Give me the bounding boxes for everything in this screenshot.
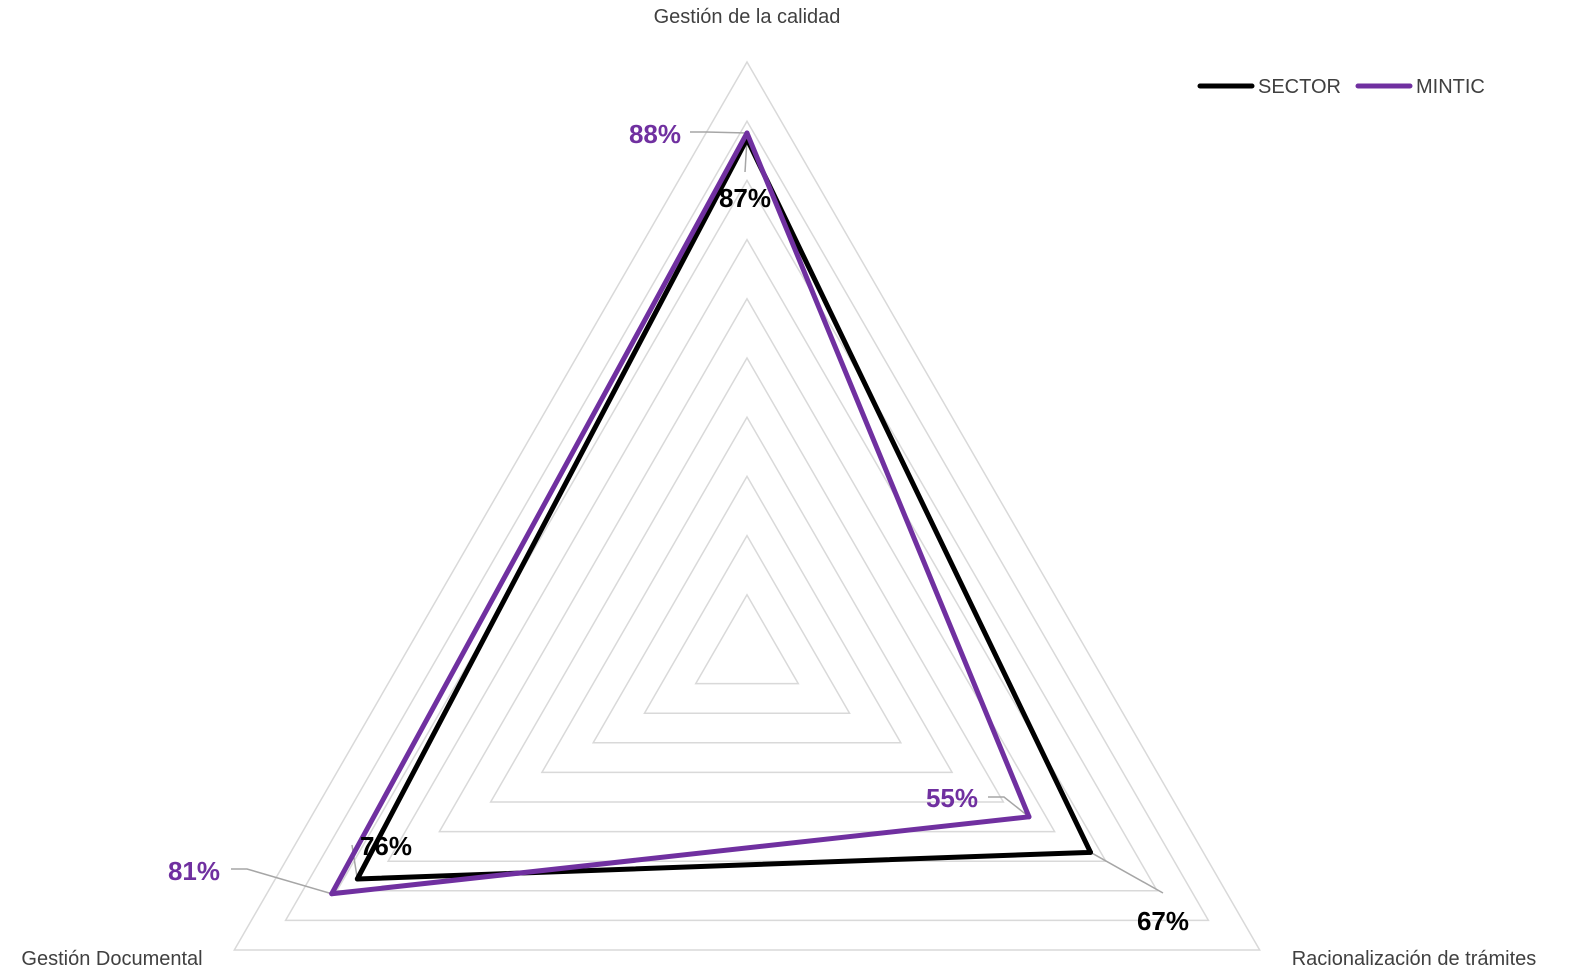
series-point-mintic-1 xyxy=(1026,814,1032,820)
leader-line-4 xyxy=(988,796,1030,818)
data-label-sector-calidad: 87% xyxy=(719,183,771,213)
legend-label-sector: SECTOR xyxy=(1258,76,1341,98)
leader-line-1 xyxy=(1090,851,1164,894)
data-label-mintic-documental: 81% xyxy=(168,856,220,886)
axis-label-racionalizacion-tramites: Racionalización de trámites xyxy=(1292,948,1537,970)
series-point-mintic-2 xyxy=(329,891,335,897)
data-label-sector-documental: 76% xyxy=(360,831,412,861)
grid-ring-3 xyxy=(591,474,903,744)
data-label-mintic-calidad: 88% xyxy=(629,119,681,149)
leader-lines xyxy=(231,131,1164,895)
grid-ring-9 xyxy=(284,119,1210,922)
leader-line-3 xyxy=(690,131,748,134)
leader-line-5 xyxy=(231,868,332,895)
legend: SECTOR MINTIC xyxy=(1197,76,1485,98)
data-labels: 87% 67% 76% 88% 55% 81% xyxy=(168,119,1189,936)
axis-label-gestion-documental: Gestión Documental xyxy=(21,948,202,970)
series-line-mintic xyxy=(329,130,1032,897)
grid-ring-10 xyxy=(233,60,1261,951)
series-line-sector xyxy=(354,136,1094,882)
grid-ring-4 xyxy=(540,415,954,774)
radar-grid xyxy=(233,60,1261,951)
grid-ring-5 xyxy=(489,356,1005,803)
series-group xyxy=(329,130,1094,897)
series-point-mintic-0 xyxy=(744,130,750,136)
grid-ring-6 xyxy=(438,297,1056,833)
data-label-mintic-tramites: 55% xyxy=(926,783,978,813)
legend-label-mintic: MINTIC xyxy=(1416,76,1485,98)
grid-ring-8 xyxy=(335,178,1159,892)
data-label-sector-tramites: 67% xyxy=(1137,906,1189,936)
series-point-sector-1 xyxy=(1088,849,1094,855)
grid-ring-1 xyxy=(694,593,800,685)
axis-label-gestion-calidad: Gestión de la calidad xyxy=(654,6,841,28)
grid-ring-2 xyxy=(643,534,851,714)
series-point-sector-2 xyxy=(354,876,360,882)
grid-ring-7 xyxy=(386,238,1108,862)
